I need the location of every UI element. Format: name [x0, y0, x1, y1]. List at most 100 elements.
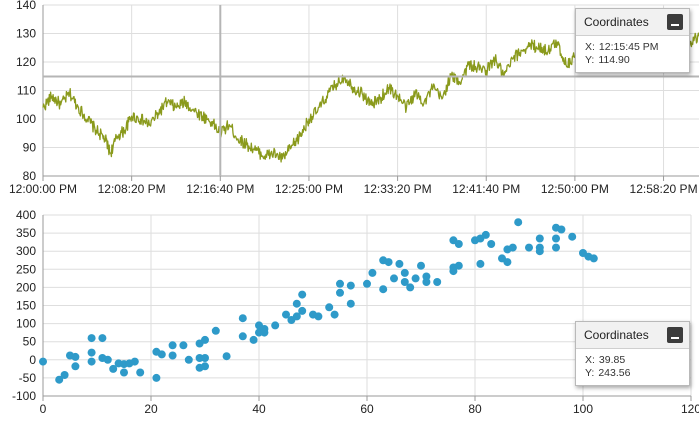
coordinate-y-label: Y: — [585, 367, 595, 379]
scatter-point — [400, 278, 409, 286]
scatter-point — [346, 299, 355, 308]
coordinates-panel-body: X: 12:15:45 PM Y: 114.90 — [576, 36, 689, 72]
scatter-point — [201, 354, 209, 362]
y-tick-label: 100 — [16, 112, 36, 126]
coordinate-x-value: 39.85 — [598, 354, 626, 366]
scatter-point — [211, 326, 220, 335]
scatter-point — [152, 373, 161, 382]
coordinates-panel-title: Coordinates — [584, 328, 649, 342]
coordinate-y-label: Y: — [585, 54, 595, 66]
scatter-point — [98, 334, 107, 343]
coordinate-y-value: 243.56 — [598, 367, 631, 379]
scatter-point — [238, 314, 247, 323]
scatter-point — [422, 272, 431, 281]
coordinate-y-row: Y: 114.90 — [585, 54, 681, 67]
x-tick-label: 0 — [40, 402, 47, 416]
scatter-point — [157, 350, 166, 359]
scatter-point — [330, 310, 339, 319]
crosshair — [43, 5, 699, 176]
scatter-point — [417, 261, 425, 270]
coordinates-panel-body: X: 39.85 Y: 243.56 — [576, 349, 689, 385]
y-tick-label: 350 — [16, 226, 36, 240]
scatter-point — [325, 303, 334, 312]
scatter-point — [514, 218, 523, 227]
scatter-point — [179, 341, 188, 350]
scatter-point — [589, 254, 598, 263]
scatter-point — [379, 285, 388, 294]
scatter-point — [87, 334, 96, 343]
scatter-point — [406, 283, 415, 292]
x-tick-label: 120 — [681, 402, 699, 416]
scatter-point — [395, 259, 404, 268]
scatter-point — [568, 232, 577, 241]
coordinate-x-row: X: 12:15:45 PM — [585, 41, 681, 54]
coordinates-panel-title: Coordinates — [584, 15, 649, 29]
scatter-point — [390, 274, 398, 283]
coordinate-y-value: 114.90 — [598, 54, 630, 66]
x-tick-label: 100 — [573, 402, 593, 416]
x-tick-label: 12:33:20 PM — [364, 182, 432, 196]
scatter-point — [71, 362, 80, 371]
scatter-point — [282, 310, 290, 319]
scatter-point — [552, 243, 560, 252]
scatter-point — [87, 348, 96, 357]
x-tick-label: 12:25:00 PM — [275, 182, 343, 196]
scatter-point — [400, 268, 409, 277]
coordinate-x-value: 12:15:45 PM — [598, 41, 659, 53]
minimize-button[interactable] — [667, 327, 683, 343]
scatter-point — [454, 261, 463, 270]
scatter-point — [298, 306, 307, 315]
y-tick-label: 90 — [23, 141, 37, 155]
coordinate-x-row: X: 39.85 — [585, 354, 681, 367]
scatter-point — [120, 368, 128, 377]
minimize-icon — [671, 24, 679, 26]
x-tick-label: 12:16:40 PM — [186, 182, 254, 196]
x-tick-label: 12:50:00 PM — [541, 182, 609, 196]
scatter-chart: -100 -50 0 50 100 150 200 250 300 350 400 0 20 40 60 80… — [12, 208, 699, 416]
y-tick-label: -100 — [12, 389, 36, 403]
scatter-point — [384, 258, 393, 267]
coordinates-panel-bottom[interactable]: Coordinates X: 39.85 Y: 243.56 — [575, 321, 690, 386]
scatter-point — [363, 279, 371, 288]
coordinate-x-label: X: — [585, 354, 595, 366]
scatter-point — [411, 274, 420, 283]
y-tick-label: 50 — [23, 335, 37, 349]
scatter-point — [201, 362, 209, 371]
scatter-point — [201, 335, 209, 344]
scatter-point — [271, 321, 280, 330]
y-tick-label: 300 — [16, 244, 36, 258]
scatter-point — [314, 312, 323, 321]
scatter-point — [298, 290, 307, 299]
scatter-point — [168, 341, 177, 350]
x-tick-label: 60 — [360, 402, 374, 416]
coordinates-panel-top[interactable]: Coordinates X: 12:15:45 PM Y: 114.90 — [575, 8, 690, 73]
scatter-chart-axes: -100 -50 0 50 100 150 200 250 300 350 400 0 20 40 60 80… — [12, 208, 699, 416]
scatter-chart-series — [39, 218, 598, 384]
x-tick-label: 12:00:00 PM — [9, 182, 77, 196]
scatter-point — [557, 225, 566, 234]
scatter-point — [260, 328, 269, 337]
scatter-point — [449, 267, 458, 276]
scatter-point — [368, 268, 377, 277]
x-tick-label: 40 — [252, 402, 266, 416]
scatter-point — [222, 352, 231, 361]
minimize-button[interactable] — [667, 14, 683, 30]
scatter-point — [535, 243, 544, 252]
y-tick-label: 120 — [16, 55, 36, 69]
scatter-point — [535, 234, 544, 243]
y-tick-label: 0 — [29, 353, 36, 367]
y-tick-label: -50 — [19, 371, 37, 385]
scatter-point — [292, 312, 301, 321]
y-tick-label: 100 — [16, 317, 36, 331]
scatter-point — [525, 243, 533, 252]
scatter-point — [433, 278, 442, 286]
scatter-point — [238, 332, 247, 341]
scatter-point — [87, 357, 96, 366]
scatter-point — [346, 281, 355, 290]
x-tick-label: 12:08:20 PM — [98, 182, 166, 196]
coordinate-x-label: X: — [585, 41, 595, 53]
scatter-point — [481, 230, 490, 239]
y-tick-label: 150 — [16, 299, 36, 313]
scatter-point — [454, 240, 463, 248]
